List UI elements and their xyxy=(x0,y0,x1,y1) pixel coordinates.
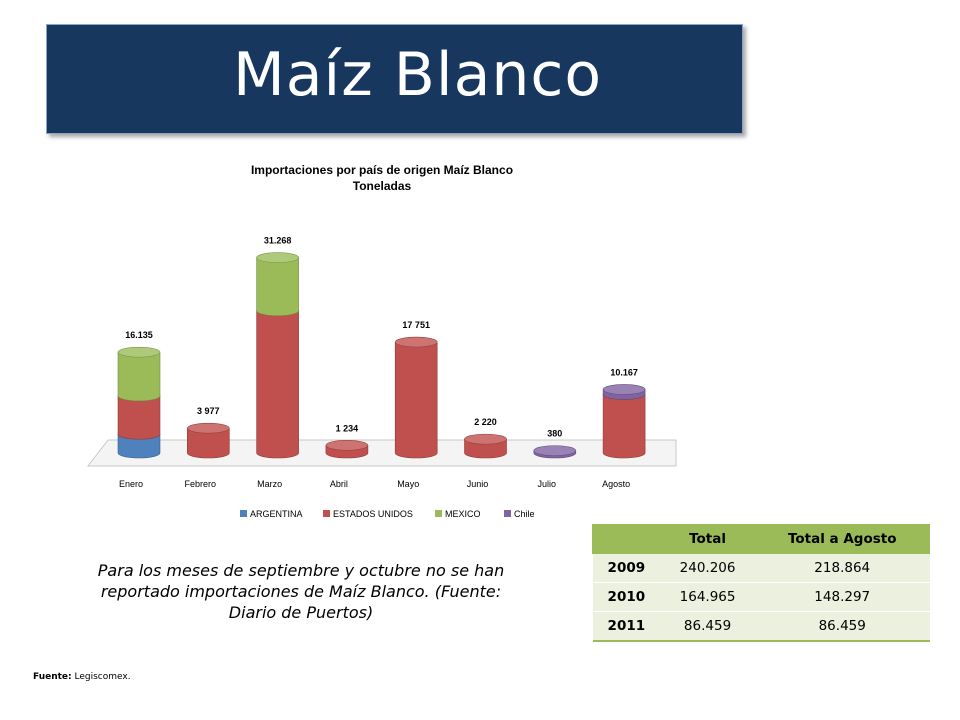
summary-table: Total Total a Agosto 2009 240.206 218.86… xyxy=(592,524,930,642)
table-cell-agosto: 86.459 xyxy=(754,611,930,642)
table-header-total: Total xyxy=(659,524,756,554)
floor-plane xyxy=(86,439,677,467)
table-cell-total: 86.459 xyxy=(660,611,755,642)
page-title: Maíz Blanco xyxy=(233,40,603,110)
legend-swatch xyxy=(435,510,442,517)
bar-chart: Importaciones por país de origen Maíz Bl… xyxy=(86,163,677,519)
table-cell-agosto: 148.297 xyxy=(754,582,930,612)
data-label: 10.167 xyxy=(610,367,638,377)
bar-segment-estados-unidos xyxy=(187,422,230,459)
bar-segment-mexico xyxy=(256,252,299,316)
data-labels-group: 16.135 3 977 31.268 1 234 17 751 2 220 380 10.1… xyxy=(125,236,638,439)
source-label: Fuente: xyxy=(33,672,72,682)
source-value: Legiscomex. xyxy=(74,672,131,682)
bar-segment-estados-unidos xyxy=(464,433,507,459)
legend-item: Chile xyxy=(504,509,535,519)
chart-title: Importaciones por país de origen Maíz Bl… xyxy=(251,163,513,177)
x-tick-label: Marzo xyxy=(257,479,282,489)
bar-segment-chile xyxy=(602,384,646,400)
legend-swatch xyxy=(504,510,511,517)
x-axis-ticks: Enero Febrero Marzo Abril Mayo Junio Julio Agos… xyxy=(119,479,630,489)
legend-item: ARGENTINA xyxy=(240,509,303,519)
table-row: 2009 240.206 218.864 xyxy=(592,553,930,583)
bars-group xyxy=(117,252,646,459)
legend-label: ESTADOS UNIDOS xyxy=(333,509,413,519)
bar-segment-estados-unidos xyxy=(325,439,369,459)
legend-label: MEXICO xyxy=(445,509,481,519)
bar-segment-estados-unidos xyxy=(394,336,438,459)
data-label: 380 xyxy=(547,429,562,439)
table-header-blank xyxy=(592,524,661,554)
table-cell-year: 2011 xyxy=(592,611,661,642)
data-label: 31.268 xyxy=(264,236,292,246)
legend-swatch xyxy=(323,510,330,517)
x-tick-label: Julio xyxy=(538,479,557,489)
table-cell-year: 2009 xyxy=(592,553,661,583)
legend-swatch xyxy=(240,510,247,517)
table-cell-total: 164.965 xyxy=(660,582,755,612)
data-label: 17 751 xyxy=(402,320,430,330)
table-cell-agosto: 218.864 xyxy=(754,553,930,583)
legend-item: ESTADOS UNIDOS xyxy=(323,509,413,519)
data-label: 3 977 xyxy=(197,406,220,416)
x-tick-label: Mayo xyxy=(397,479,419,489)
source-line: Fuente: Legiscomex. xyxy=(33,672,131,682)
table-cell-total: 240.206 xyxy=(660,553,755,583)
bar-segment-mexico xyxy=(117,346,161,402)
data-label: 16.135 xyxy=(125,330,153,340)
table-cell-year: 2010 xyxy=(592,582,661,612)
legend-label: ARGENTINA xyxy=(250,509,303,519)
table-header-row: Total Total a Agosto xyxy=(592,524,930,554)
x-tick-label: Junio xyxy=(467,479,489,489)
x-tick-label: Enero xyxy=(119,479,143,489)
table-row: 2011 86.459 86.459 xyxy=(592,611,930,642)
legend-label: Chile xyxy=(514,509,535,519)
table-header-total-agosto: Total a Agosto xyxy=(754,524,930,554)
x-tick-label: Febrero xyxy=(185,479,217,489)
bar-segment-estados-unidos xyxy=(256,305,299,459)
data-label: 2 220 xyxy=(474,417,497,427)
x-tick-label: Agosto xyxy=(602,479,630,489)
note-text: Para los meses de septiembre y octubre n… xyxy=(97,561,505,622)
legend-item: MEXICO xyxy=(435,509,481,519)
chart-floor xyxy=(86,439,677,467)
data-label: 1 234 xyxy=(336,423,359,433)
chart-subtitle: Toneladas xyxy=(353,179,412,193)
bar-segment-chile xyxy=(533,445,577,459)
x-tick-label: Abril xyxy=(330,479,348,489)
table-row: 2010 164.965 148.297 xyxy=(592,582,930,612)
title-banner: Maíz Blanco xyxy=(46,24,743,134)
chart-legend: ARGENTINA ESTADOS UNIDOS MEXICO Chile xyxy=(240,509,535,519)
